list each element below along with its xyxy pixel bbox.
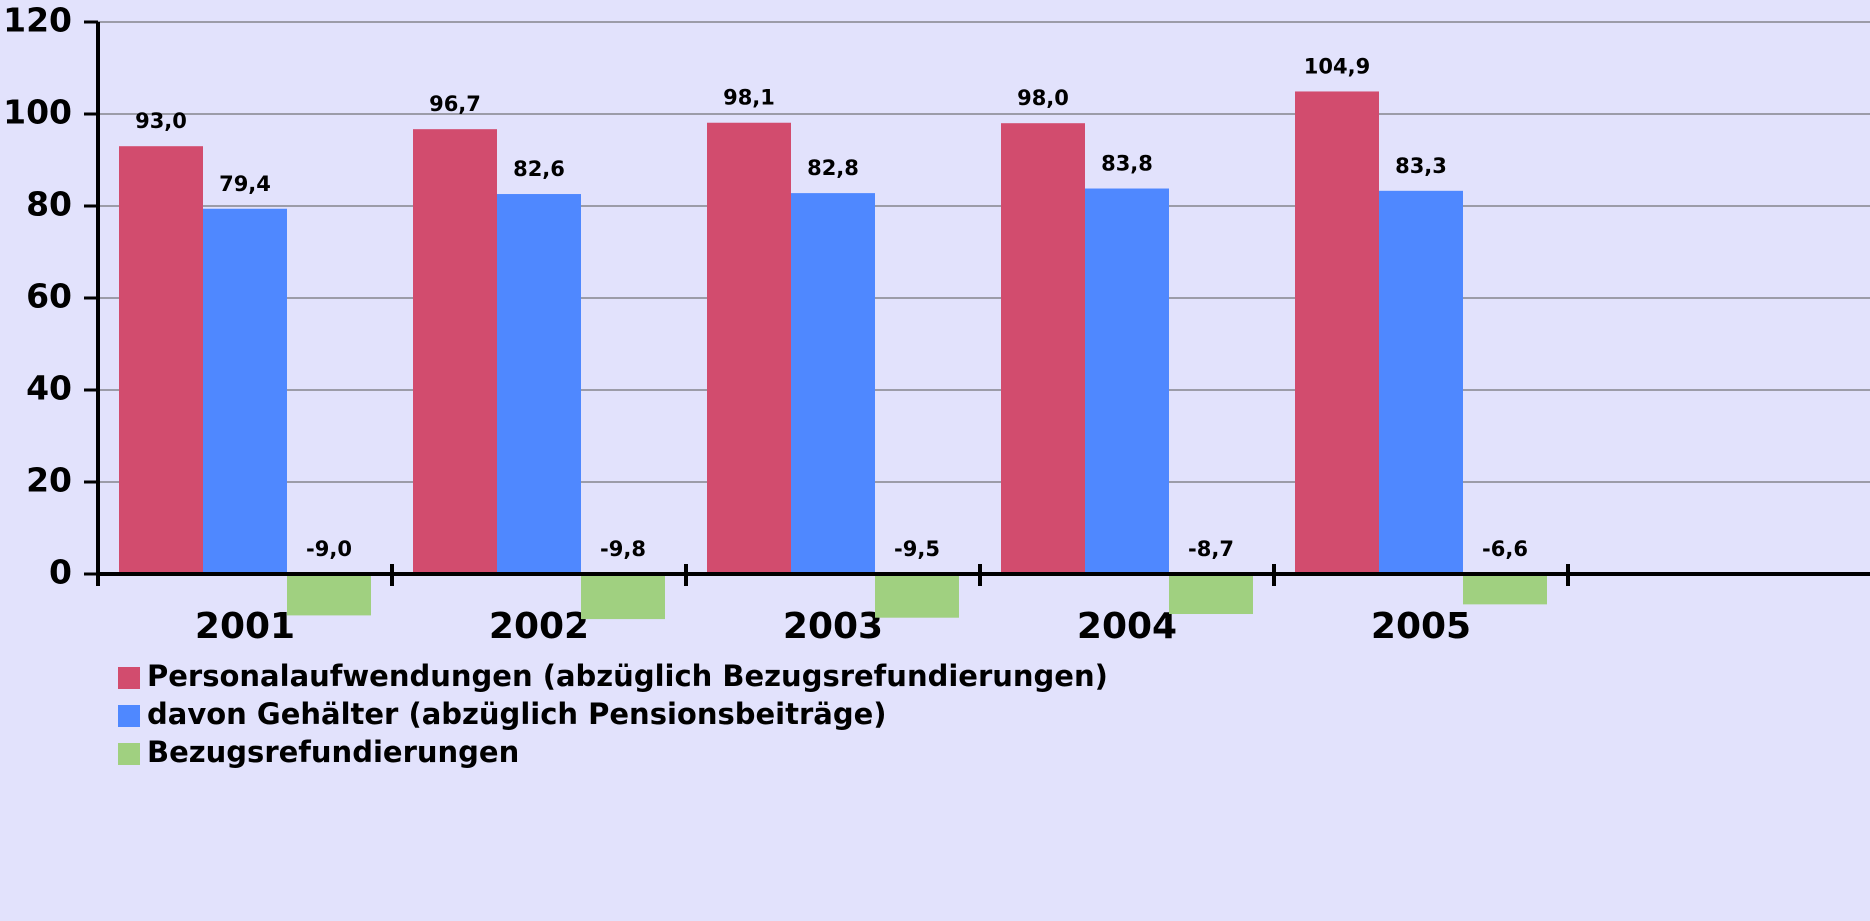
bar bbox=[1295, 91, 1379, 575]
legend-swatch bbox=[118, 743, 140, 765]
y-tick-label: 120 bbox=[3, 1, 72, 40]
legend-label: Bezugsrefundierungen bbox=[147, 735, 519, 769]
value-label: 104,9 bbox=[1304, 54, 1370, 78]
legend-swatch bbox=[118, 705, 140, 727]
x-tick-label: 2003 bbox=[783, 606, 883, 647]
bar bbox=[581, 574, 665, 620]
bar bbox=[497, 194, 581, 575]
value-label: -9,0 bbox=[306, 537, 352, 561]
bar bbox=[1085, 188, 1169, 574]
value-label: 83,3 bbox=[1395, 154, 1447, 178]
bar bbox=[707, 122, 791, 575]
value-label: 82,6 bbox=[513, 157, 565, 181]
bar bbox=[1379, 190, 1463, 574]
value-label: -8,7 bbox=[1188, 537, 1234, 561]
value-label: 93,0 bbox=[135, 109, 187, 133]
bar bbox=[1463, 574, 1547, 605]
value-label: 82,8 bbox=[807, 156, 859, 180]
value-label: 79,4 bbox=[219, 172, 271, 196]
legend-swatch bbox=[118, 667, 140, 689]
y-tick-label: 80 bbox=[26, 185, 72, 224]
y-tick-label: 100 bbox=[3, 93, 72, 132]
value-label: 98,1 bbox=[723, 86, 775, 110]
value-label: -9,5 bbox=[894, 537, 940, 561]
y-tick-label: 20 bbox=[26, 461, 72, 500]
y-tick-label: 40 bbox=[26, 369, 72, 408]
bar bbox=[119, 146, 203, 574]
x-tick-label: 2001 bbox=[195, 606, 295, 647]
bar bbox=[875, 574, 959, 618]
value-label: 83,8 bbox=[1101, 152, 1153, 176]
bar bbox=[413, 129, 497, 574]
value-label: -9,8 bbox=[600, 537, 646, 561]
x-tick-label: 2002 bbox=[489, 606, 589, 647]
bar bbox=[287, 574, 371, 616]
bar bbox=[1001, 123, 1085, 574]
value-label: -6,6 bbox=[1482, 537, 1528, 561]
legend-label: Personalaufwendungen (abzüglich Bezugsre… bbox=[147, 659, 1108, 693]
bar bbox=[203, 208, 287, 574]
x-tick-label: 2004 bbox=[1077, 606, 1177, 647]
bar bbox=[1169, 574, 1253, 615]
y-tick-label: 0 bbox=[49, 553, 72, 592]
bar bbox=[791, 193, 875, 574]
value-label: 96,7 bbox=[429, 92, 481, 116]
y-tick-label: 60 bbox=[26, 277, 72, 316]
legend-label: davon Gehälter (abzüglich Pensionsbeiträ… bbox=[147, 697, 887, 731]
x-tick-label: 2005 bbox=[1371, 606, 1471, 647]
value-label: 98,0 bbox=[1017, 86, 1069, 110]
